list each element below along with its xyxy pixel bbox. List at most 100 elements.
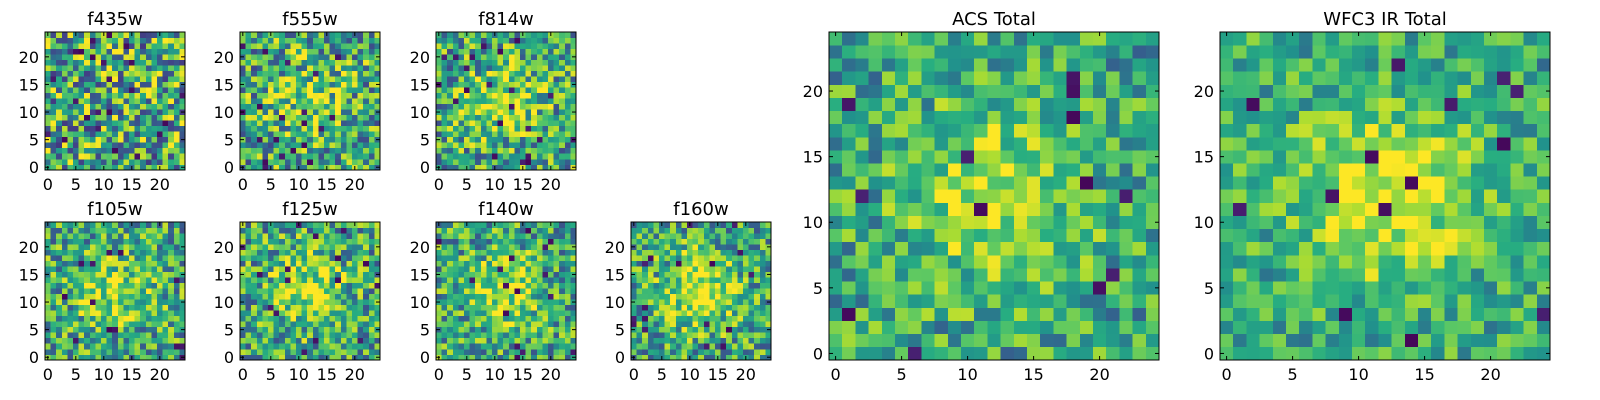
heatmap-cell — [301, 354, 308, 361]
heatmap-cell — [363, 120, 370, 127]
heatmap-cell — [374, 147, 381, 154]
heatmap-cell — [542, 227, 549, 234]
heatmap-cell — [73, 125, 79, 132]
heatmap-cell — [307, 125, 314, 132]
heatmap-cell — [89, 70, 96, 77]
heatmap-cell — [318, 125, 325, 132]
heatmap-cell — [743, 244, 749, 250]
heatmap-cell — [458, 348, 465, 355]
heatmap-cell — [441, 233, 448, 239]
heatmap-cell — [687, 321, 693, 328]
heatmap-cell — [352, 282, 358, 289]
heatmap-cell — [95, 125, 102, 132]
heatmap-cell — [112, 233, 119, 239]
heatmap-cell — [78, 81, 85, 88]
heatmap-cell — [251, 87, 258, 94]
heatmap-cells — [436, 222, 577, 361]
heatmap-cell — [531, 255, 538, 261]
heatmap-cell — [290, 271, 297, 278]
heatmap-cell — [112, 266, 119, 272]
heatmap-cell — [335, 87, 342, 94]
heatmap-cell — [934, 189, 949, 203]
heatmap-cell — [50, 37, 57, 44]
heatmap-cell — [329, 48, 336, 55]
heatmap-cell — [346, 54, 353, 60]
heatmap-cell — [458, 70, 465, 77]
heatmap-cell — [268, 260, 274, 267]
heatmap-cell — [1053, 255, 1067, 269]
heatmap-cell — [842, 150, 856, 164]
heatmap-cell — [542, 266, 549, 272]
heatmap-cell — [759, 348, 766, 355]
heatmap-cell — [78, 260, 85, 267]
heatmap-cell — [296, 288, 302, 295]
heatmap-cell — [564, 109, 571, 116]
heatmap-cell — [475, 310, 482, 317]
heatmap-cell — [179, 147, 186, 154]
heatmap-cell — [559, 136, 566, 143]
heatmap-cell — [73, 277, 79, 284]
heatmap-cell — [307, 92, 314, 99]
heatmap-cell — [441, 158, 448, 165]
heatmap-cell — [737, 244, 744, 250]
heatmap-cell — [754, 337, 761, 344]
heatmap-cell — [346, 227, 353, 234]
heatmap-cell — [357, 354, 364, 361]
heatmap-cell — [335, 103, 342, 110]
heatmap-cell — [536, 43, 543, 49]
heatmap-cell — [245, 354, 252, 361]
heatmap-cell — [168, 304, 175, 311]
heatmap-cell — [89, 304, 96, 311]
heatmap-cell — [492, 70, 498, 77]
heatmap-cell — [514, 233, 521, 239]
heatmap-cell — [961, 268, 975, 282]
heatmap-cell — [642, 266, 649, 272]
heatmap-cell — [112, 354, 119, 361]
heatmap-cell — [469, 153, 476, 160]
heatmap-cell — [61, 348, 68, 355]
heatmap-cell — [112, 153, 119, 160]
heatmap-cell — [987, 189, 1001, 203]
heatmap-cell — [525, 238, 532, 245]
heatmap-cell — [548, 348, 554, 355]
heatmap-cell — [759, 337, 766, 344]
heatmap-cell — [162, 249, 169, 256]
heatmap-cells — [631, 222, 772, 361]
heatmap-cell — [1027, 176, 1041, 190]
heatmap-cell — [273, 65, 280, 71]
heatmap-cell — [675, 266, 682, 272]
heatmap-cell — [279, 343, 286, 350]
heatmap-cell — [346, 255, 353, 261]
heatmap-cell — [329, 158, 336, 165]
heatmap-cell — [106, 337, 113, 344]
heatmap-cell — [112, 277, 119, 284]
heatmap-cell — [653, 343, 660, 350]
heatmap-cell — [703, 332, 710, 339]
heatmap-cell — [731, 337, 738, 344]
heatmap-cell — [452, 43, 459, 49]
heatmap-cell — [78, 98, 85, 105]
heatmap-cell — [564, 249, 571, 256]
heatmap-cell — [653, 266, 660, 272]
heatmap-cell — [279, 348, 286, 355]
heatmap-cell — [279, 37, 286, 44]
heatmap-cell — [508, 153, 515, 160]
heatmap-cell — [151, 136, 158, 143]
heatmap-cell — [458, 109, 465, 116]
heatmap-cell — [520, 131, 526, 138]
heatmap-cell — [290, 304, 297, 311]
heatmap-cell — [67, 136, 74, 143]
heatmap-cell — [531, 109, 538, 116]
heatmap-cell — [240, 70, 246, 77]
heatmap-cell — [374, 304, 381, 311]
heatmap-cell — [1079, 320, 1094, 335]
heatmap-cell — [357, 43, 364, 49]
heatmap-cell — [531, 103, 538, 110]
heatmap-cell — [84, 310, 91, 317]
heatmap-cell — [335, 131, 342, 138]
heatmap-cell — [179, 282, 186, 289]
heatmap-cell — [436, 227, 442, 234]
heatmap-cell — [548, 321, 554, 328]
heatmap-cell — [921, 163, 935, 177]
heatmap-cell — [301, 81, 308, 88]
